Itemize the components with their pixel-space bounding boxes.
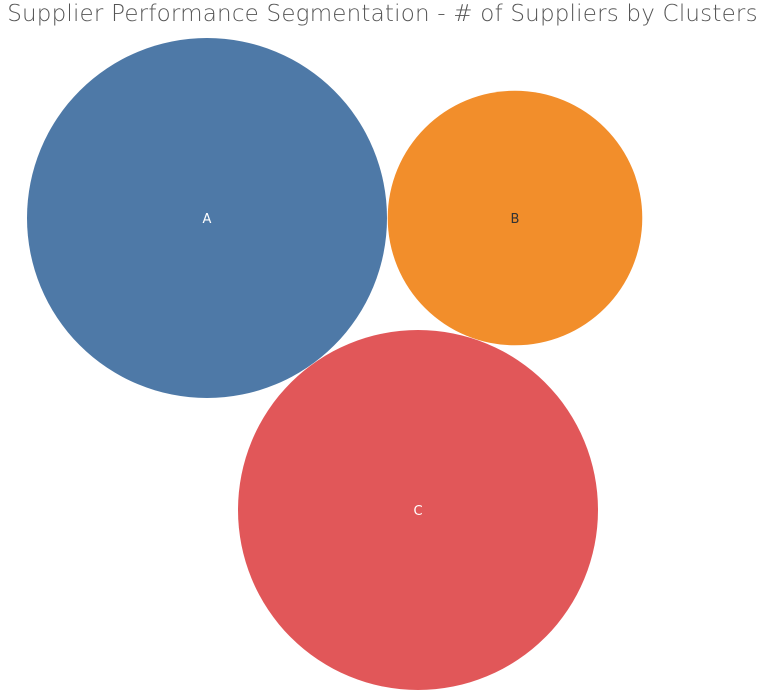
chart-title: Supplier Performance Segmentation - # of… xyxy=(7,1,758,27)
bubble-a[interactable] xyxy=(27,38,387,398)
bubble-label-b: B xyxy=(511,212,520,227)
bubble-b[interactable] xyxy=(387,90,643,346)
bubble-label-a: A xyxy=(203,212,212,227)
bubble-c[interactable] xyxy=(238,330,598,690)
bubble-label-c: C xyxy=(413,504,422,519)
